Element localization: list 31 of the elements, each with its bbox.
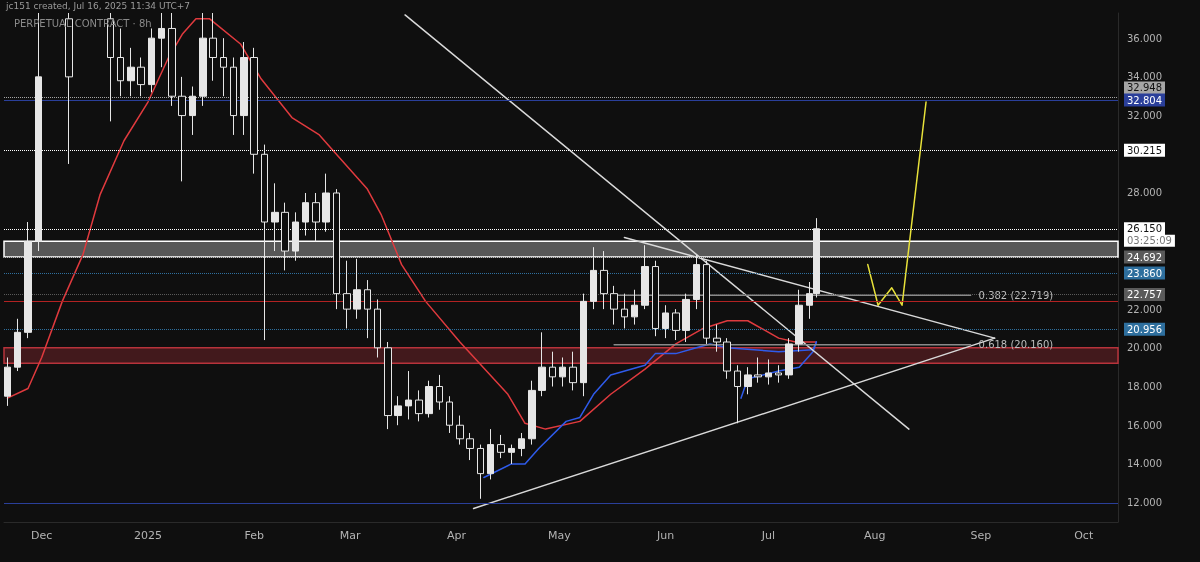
x-tick-label: Oct: [1074, 529, 1094, 542]
x-tick-label: Feb: [244, 529, 264, 542]
ref-line-label: 30.215: [1127, 144, 1162, 156]
y-tick-label: 18.000: [1127, 381, 1162, 393]
x-tick-label: May: [547, 529, 572, 542]
x-tick-label: Sep: [970, 529, 992, 542]
ref-line-label: 22.757: [1127, 288, 1162, 300]
ref-line-label: 20.956: [1127, 323, 1162, 335]
y-tick-label: 22.000: [1127, 303, 1162, 315]
y-tick-label: 34.000: [1127, 71, 1162, 83]
text: 03:25:09: [1127, 235, 1172, 247]
ref-line-label: 32.804: [1127, 94, 1162, 106]
y-tick-label: 28.000: [1127, 187, 1162, 199]
ref-line-label: 26.150: [1127, 223, 1162, 235]
y-tick-label: 36.000: [1127, 32, 1162, 44]
x-tick-label: Mar: [339, 529, 362, 542]
x-tick-label: Jun: [655, 529, 675, 542]
text: jc151 created, Jul 16, 2025 11:34 UTC+7: [5, 0, 191, 11]
ref-line-label: 24.692: [1127, 251, 1162, 263]
y-tick-label: 14.000: [1127, 458, 1162, 470]
ref-line-label: 32.948: [1127, 82, 1162, 94]
x-tick-label: 2025: [133, 529, 162, 542]
ref-line-label: 23.860: [1127, 267, 1162, 279]
x-tick-label: Dec: [31, 529, 53, 542]
y-tick-label: 32.000: [1127, 110, 1162, 122]
y-tick-label: 20.000: [1127, 342, 1162, 354]
x-tick-label: Jul: [760, 529, 776, 542]
x-tick-label: Apr: [446, 529, 467, 542]
y-tick-label: 16.000: [1127, 419, 1162, 431]
x-tick-label: Aug: [863, 529, 886, 542]
y-tick-label: 12.000: [1127, 497, 1162, 509]
